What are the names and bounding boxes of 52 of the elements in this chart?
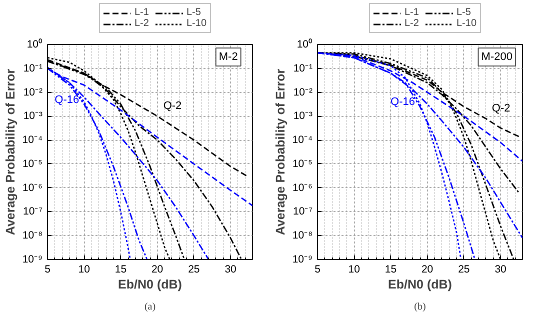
annotation: Q-2 <box>492 102 510 115</box>
y-tick-label: 10⁻² <box>23 86 44 98</box>
text: (a) <box>144 302 156 312</box>
legend-label: L-2 <box>134 18 150 29</box>
annotation: Q-2 <box>163 100 182 112</box>
x-tick-label: 15 <box>384 264 397 276</box>
y-tick-label: 10⁻² <box>293 86 314 98</box>
x-tick-label: 30 <box>494 264 507 276</box>
x-tick-label: 10 <box>348 264 360 276</box>
y-tick-label: 10⁻³ <box>23 110 44 122</box>
legend-label: L-5 <box>186 7 202 18</box>
y-tick-label: 10⁻⁵ <box>292 158 313 170</box>
annotation: M-2 <box>218 50 238 63</box>
legend-label: L-2 <box>404 18 420 29</box>
y-tick-label: 10⁻¹ <box>293 62 314 74</box>
y-tick-label: 10⁻⁹ <box>292 254 313 266</box>
legend-label: L-1 <box>404 7 420 18</box>
y-tick-label: 10⁻⁴ <box>22 134 43 146</box>
legend-label: L-10 <box>186 18 207 29</box>
y-tick-label: 10⁻⁴ <box>292 134 313 146</box>
legend-label: L-1 <box>134 7 150 18</box>
annotation: Q-16 <box>54 94 80 106</box>
x-tick-label: 5 <box>44 264 51 276</box>
x-tick-label: 15 <box>114 264 127 276</box>
legend-label: L-5 <box>456 7 472 18</box>
y-tick-label: 10⁰ <box>296 38 313 50</box>
y-tick-label: 10⁻⁶ <box>292 182 313 194</box>
x-axis-title: Eb/N0 (dB) <box>388 278 452 292</box>
x-tick-label: 20 <box>151 264 164 276</box>
annotation: Q-16 <box>390 96 416 108</box>
x-tick-label: 5 <box>314 264 321 276</box>
y-tick-label: 10⁻⁹ <box>22 254 43 266</box>
text: (b) <box>414 302 426 312</box>
y-tick-label: 10⁻⁶ <box>22 182 43 194</box>
y-tick-label: 10⁻⁵ <box>22 158 43 170</box>
x-tick-label: 10 <box>78 264 90 276</box>
x-axis-title: Eb/N0 (dB) <box>118 278 182 292</box>
y-tick-label: 10⁻⁷ <box>293 206 313 218</box>
x-tick-label: 25 <box>458 264 470 276</box>
y-axis-title: Average Probability of Error <box>273 68 288 236</box>
annotation: M-200 <box>481 50 512 63</box>
x-tick-label: 25 <box>188 264 200 276</box>
y-tick-label: 10⁻¹ <box>23 62 44 74</box>
y-tick-label: 10⁻⁸ <box>22 230 42 242</box>
x-tick-label: 30 <box>224 264 237 276</box>
y-tick-label: 10⁰ <box>26 38 43 50</box>
y-axis-title: Average Probability of Error <box>3 68 18 236</box>
y-tick-label: 10⁻³ <box>293 110 314 122</box>
y-tick-label: 10⁻⁷ <box>23 206 43 218</box>
legend-label: L-10 <box>456 18 477 29</box>
y-tick-label: 10⁻⁸ <box>292 230 312 242</box>
x-tick-label: 20 <box>421 264 434 276</box>
